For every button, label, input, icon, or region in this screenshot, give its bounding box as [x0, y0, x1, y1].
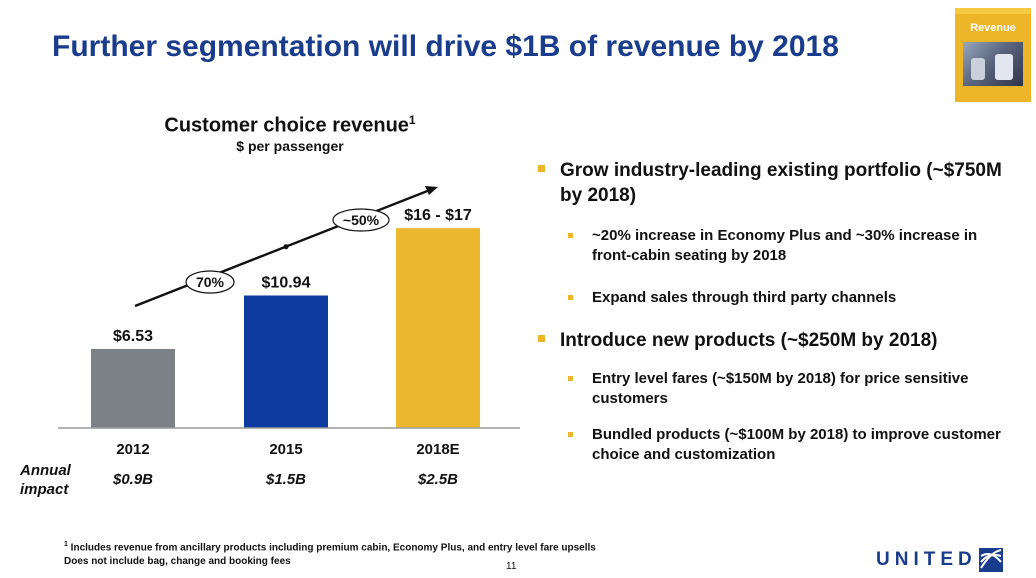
- bar-2018E: [396, 228, 480, 428]
- chart-title-footnote-marker: 1: [408, 113, 416, 127]
- footnote: 1 Includes revenue from ancillary produc…: [64, 538, 684, 569]
- page-number: 11: [506, 561, 517, 572]
- badge-label: Revenue: [970, 22, 1016, 34]
- footnote-line: 1 Includes revenue from ancillary produc…: [64, 538, 684, 555]
- annual-impact-label: Annual impact: [20, 462, 71, 498]
- footnote-text: Includes revenue from ancillary products…: [67, 542, 596, 554]
- bullet-sub: Expand sales through third party channel…: [538, 288, 1008, 308]
- bar-value-label: $16 - $17: [404, 207, 472, 224]
- chart-title-text: Customer choice revenue: [164, 114, 409, 137]
- trend-point: [283, 244, 289, 250]
- category-label: 2012: [116, 441, 149, 458]
- bar-2015: [244, 295, 328, 428]
- chart-title: Customer choice revenue1: [100, 113, 480, 138]
- bullet-list: Grow industry-leading existing portfolio…: [538, 158, 1008, 465]
- logo-wordmark: UNITED: [876, 549, 977, 570]
- bar-value-label: $10.94: [262, 275, 311, 292]
- bullet-sub: ~20% increase in Economy Plus and ~30% i…: [538, 226, 1008, 266]
- bar-2012: [91, 348, 175, 428]
- category-label: 2018E: [416, 441, 459, 458]
- growth-label: ~50%: [343, 212, 380, 228]
- globe-icon: [978, 548, 1003, 572]
- growth-bubble: [332, 208, 390, 232]
- growth-bubble: [185, 270, 235, 294]
- seat-shape: [971, 58, 985, 80]
- bullet-sub: Bundled products (~$100M by 2018) to imp…: [538, 425, 1008, 465]
- section-badge: Revenue: [955, 8, 1031, 102]
- annual-impact-value: $0.9B: [112, 471, 153, 488]
- bullet-main: Introduce new products (~$250M by 2018): [538, 328, 1008, 353]
- bar-value-label: $6.53: [113, 328, 153, 345]
- seat-shape: [995, 54, 1013, 80]
- united-logo: UNITED: [876, 548, 1003, 572]
- chart-subtitle: $ per passenger: [236, 138, 344, 154]
- growth-label: 70%: [196, 274, 225, 290]
- footnote-marker: 1: [64, 541, 68, 548]
- annual-impact-value: $2.5B: [417, 471, 458, 488]
- cabin-photo: [963, 42, 1023, 86]
- annual-impact-value: $1.5B: [265, 471, 306, 488]
- footnote-line: Does not include bag, change and booking…: [64, 556, 291, 568]
- category-label: 2015: [269, 441, 302, 458]
- bullet-main: Grow industry-leading existing portfolio…: [538, 158, 1008, 208]
- slide-title: Further segmentation will drive $1B of r…: [52, 30, 839, 63]
- growth-arrowhead: [425, 186, 438, 195]
- growth-trend-line: [134, 188, 431, 308]
- bullet-sub: Entry level fares (~$150M by 2018) for p…: [538, 369, 1008, 409]
